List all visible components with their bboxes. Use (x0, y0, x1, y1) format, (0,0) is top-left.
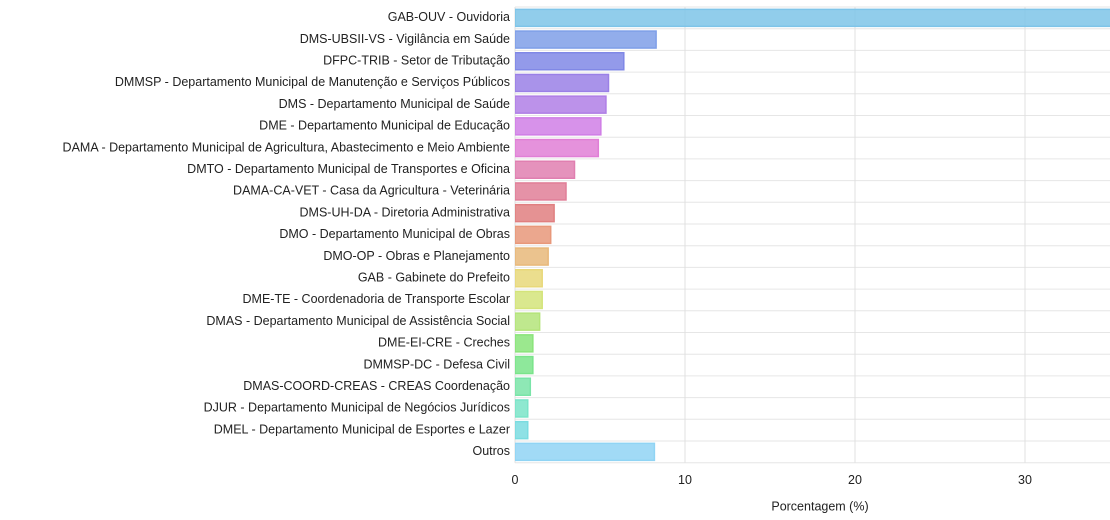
x-tick-label: 0 (512, 473, 519, 487)
bar (515, 334, 534, 353)
y-tick-label: DME-TE - Coordenadoria de Transporte Esc… (243, 292, 510, 306)
y-tick-label: DFPC-TRIB - Setor de Tributação (323, 54, 510, 68)
bar (515, 8, 1110, 28)
bar (515, 420, 529, 440)
y-tick-label: DMS - Departamento Municipal de Saúde (279, 97, 510, 111)
bar (515, 95, 607, 114)
bar (515, 117, 602, 136)
y-tick-label: GAB-OUV - Ouvidoria (388, 10, 510, 24)
bar (515, 160, 576, 179)
y-tick-label: Outros (472, 444, 510, 458)
y-tick-label: DAMA-CA-VET - Casa da Agricultura - Vete… (233, 184, 510, 198)
bar (515, 73, 610, 93)
bar (515, 225, 552, 245)
bar (515, 312, 541, 331)
x-tick-label: 30 (1018, 473, 1032, 487)
bar (515, 355, 534, 375)
y-tick-label: DMAS - Departamento Municipal de Assistê… (206, 314, 510, 328)
y-tick-label: GAB - Gabinete do Prefeito (358, 271, 510, 285)
y-tick-label: DMMSP-DC - Defesa Civil (363, 357, 510, 371)
y-tick-label: DJUR - Departamento Municipal de Negócio… (204, 401, 510, 415)
x-tick-label: 20 (848, 473, 862, 487)
bars (515, 8, 1110, 462)
bar (515, 399, 529, 418)
bar (515, 138, 600, 158)
bar (515, 247, 549, 266)
bar (515, 290, 543, 310)
bar (515, 377, 532, 396)
bar (515, 182, 567, 201)
bar (515, 52, 625, 71)
x-tick-label: 10 (678, 473, 692, 487)
y-tick-label: DME - Departamento Municipal de Educação (259, 119, 510, 133)
y-tick-label: DMMSP - Departamento Municipal de Manute… (115, 75, 510, 89)
y-tick-label: DAMA - Departamento Municipal de Agricul… (63, 140, 510, 154)
y-tick-label: DMS-UH-DA - Diretoria Administrativa (300, 205, 511, 219)
bar (515, 30, 657, 49)
y-tick-label: DMAS-COORD-CREAS - CREAS Coordenação (243, 379, 510, 393)
y-tick-label: DMO-OP - Obras e Planejamento (323, 249, 510, 263)
bar (515, 203, 555, 223)
bar (515, 442, 656, 462)
y-tick-label: DMTO - Departamento Municipal de Transpo… (187, 162, 510, 176)
y-tick-label: DMO - Departamento Municipal de Obras (279, 227, 510, 241)
bar (515, 269, 543, 288)
y-tick-label: DMEL - Departamento Municipal de Esporte… (214, 422, 510, 436)
x-axis-label: Porcentagem (%) (771, 499, 868, 513)
y-tick-label: DME-EI-CRE - Creches (378, 336, 510, 350)
y-tick-label: DMS-UBSII-VS - Vigilância em Saúde (300, 32, 510, 46)
